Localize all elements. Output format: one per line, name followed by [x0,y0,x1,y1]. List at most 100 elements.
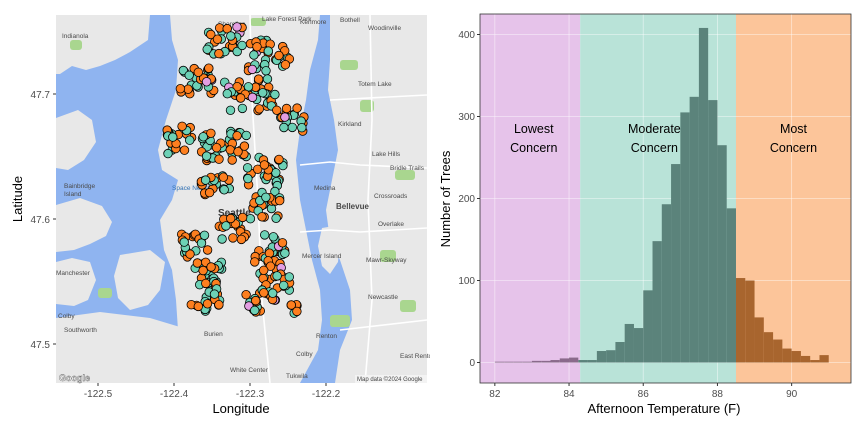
map-label-southworth: Southworth [64,327,97,334]
tree-point-259 [200,175,211,185]
hist-bar-6 [550,360,560,363]
hist-bar-13 [615,342,625,363]
hist-bar-20 [680,112,690,363]
hist-bar-27 [745,280,755,363]
map-x-tick-4: -122.2 [312,389,341,400]
tree-point-261 [270,186,280,197]
tree-point-88 [184,70,194,81]
tree-point-349 [268,232,279,242]
tree-point-29 [226,31,236,41]
tree-point-419 [209,289,220,299]
tree-point-352 [277,238,288,248]
tree-point-418 [193,301,204,312]
map-label-burien: White Center [230,367,269,374]
hist-bar-22 [698,27,709,363]
tree-point-239 [259,160,270,170]
map-label-bainbridge-2: Island [64,191,82,198]
tree-point-255 [218,172,229,182]
map-panel: Shoreline Lake Forest Park Kenmore Bothe… [10,14,430,416]
tree-point-371 [192,258,203,268]
tree-point-24 [232,22,242,32]
map-x-title: Longitude [212,401,269,416]
map-land-seattle [158,15,322,383]
tree-point-402 [259,265,269,276]
map-y-tick-1: 47.5 [31,340,51,351]
hist-bar-32 [791,351,801,363]
map-label-renton: Renton [316,333,337,340]
hist-bar-10 [587,360,597,363]
map-label-medina: Medina [314,185,336,192]
tree-point-206 [233,146,243,157]
tree-point-128 [258,88,268,98]
histogram-bars [494,27,829,363]
tree-point-308 [225,213,236,224]
tree-point-446 [292,306,302,317]
tree-point-437 [259,288,269,298]
x-tick-label-3: 88 [712,389,724,400]
map-label-factoria: Mawr-Skyway [366,257,407,264]
tree-point-207 [232,131,242,141]
hist-bar-14 [624,323,634,363]
map-x-axis: -122.5 -122.4 -122.3 -122.2 Longitude [84,383,341,416]
tree-point-90 [237,103,248,114]
tree-point-53 [249,50,259,60]
tree-point-194 [227,155,237,165]
zone-labels: Lowest Concern Moderate Concern Most Concern [510,122,817,155]
map-attribution: Map data ©2024 Google [357,376,423,383]
map-label-east-renton: East Renton [400,353,430,360]
map-land-east [326,15,427,383]
zone-label-2-line1: Most [780,122,808,136]
tree-point-22 [232,46,242,57]
hist-bar-21 [689,96,699,363]
hist-bar-35 [819,355,829,363]
tree-point-305 [237,212,248,223]
tree-point-126 [247,92,258,103]
hist-bar-11 [596,351,607,363]
tree-point-21 [206,29,216,40]
map-label-lake-forest-park: Lake Forest Park [262,16,312,23]
hist-bar-8 [569,357,579,363]
hist-bar-19 [671,164,681,363]
tree-point-445 [286,300,297,310]
tree-point-167 [168,132,178,142]
hist-bar-25 [726,208,736,363]
map-label-mercer-island: Mercer Island [302,253,342,260]
tree-point-104 [253,74,264,84]
tree-point-416 [202,299,213,309]
tree-point-334 [249,257,260,267]
tree-point-27 [212,34,223,44]
map-label-shoreline: Shoreline [218,21,246,28]
histogram-panel: LowestConcernModerateConcernMostConcern … [438,13,852,416]
hist-bar-0 [494,361,505,363]
tree-point-80 [183,84,193,94]
hist-bar-33 [800,355,811,363]
map-label-overlake: Bridle Trails [390,165,425,172]
tree-point-58 [274,50,284,61]
hist-bar-3 [522,361,532,363]
hist-y-axis: 0 100 200 300 400 [458,30,480,369]
tree-point-376 [201,278,211,289]
tree-point-143 [279,122,289,133]
map-parks [70,18,416,327]
tree-point-75 [204,63,214,73]
hist-bar-26 [735,278,746,363]
x-tick-label-1: 84 [563,389,575,400]
tree-point-236 [243,173,253,184]
map-label-newcastle: Newcastle [368,294,398,301]
hist-bar-7 [559,358,570,363]
tree-point-109 [254,104,264,114]
map-label-manchester: Manchester [56,270,91,277]
tree-point-256 [219,185,229,195]
tree-point-190 [198,132,209,142]
tree-point-169 [177,121,187,132]
tree-point-301 [221,221,231,231]
hist-bar-30 [773,339,783,363]
y-tick-label-1: 100 [458,276,475,287]
hist-bar-9 [578,360,588,363]
hist-bar-12 [606,350,616,363]
tree-point-209 [211,142,222,153]
tree-point-345 [280,248,290,258]
hist-bar-17 [652,241,662,363]
hist-y-title: Number of Trees [438,150,453,247]
tree-point-228 [274,154,284,165]
